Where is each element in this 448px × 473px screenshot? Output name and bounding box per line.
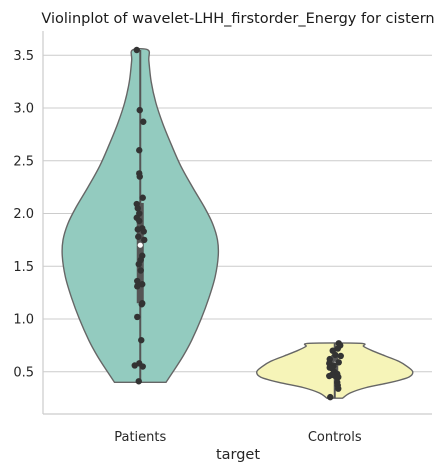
x-axis-label: target: [216, 447, 260, 463]
data-point: [337, 352, 344, 360]
data-point: [327, 393, 334, 401]
data-point: [134, 205, 141, 212]
x-tick-label: Controls: [308, 430, 362, 445]
data-point: [139, 281, 146, 288]
data-point: [133, 46, 140, 54]
data-point: [135, 260, 142, 268]
y-tick-label: 2.5: [13, 154, 34, 169]
data-point: [140, 118, 147, 125]
axes-frame: [42, 31, 432, 415]
data-point: [135, 378, 142, 385]
data-point: [335, 359, 342, 366]
x-axis-ticks: Patients Controls: [114, 430, 362, 445]
data-point: [139, 363, 146, 370]
data-point: [134, 226, 141, 233]
data-point: [335, 385, 342, 392]
y-tick-label: 1.0: [13, 313, 34, 328]
y-tick-label: 0.5: [13, 365, 34, 380]
data-point: [136, 173, 143, 180]
violins: [61, 47, 414, 399]
data-point: [141, 236, 148, 244]
strip-points: [131, 46, 344, 401]
data-point: [135, 233, 142, 240]
data-point: [139, 194, 146, 201]
data-point: [134, 313, 141, 321]
data-point: [134, 277, 141, 285]
median-marker: [137, 242, 143, 248]
data-point: [131, 362, 138, 369]
data-point: [140, 228, 147, 235]
data-point: [334, 345, 341, 352]
data-point: [136, 106, 143, 114]
data-point: [136, 217, 143, 225]
x-tick-label: Patients: [114, 430, 166, 445]
data-point: [137, 267, 144, 274]
y-tick-label: 1.5: [13, 260, 34, 275]
data-point: [335, 373, 342, 381]
iqr-box: [136, 202, 144, 304]
y-tick-label: 2.0: [13, 207, 34, 222]
data-point: [138, 336, 145, 344]
y-axis-ticks: 0.5 1.0 1.5 2.0 2.5 3.0 3.5: [13, 49, 34, 381]
data-point: [134, 283, 141, 290]
data-point: [138, 301, 145, 308]
data-point: [136, 147, 143, 154]
y-tick-label: 3.0: [13, 102, 34, 117]
data-point: [332, 351, 339, 359]
chart-title: Violinplot of wavelet-LHH_firstorder_Ene…: [41, 11, 434, 27]
data-point: [326, 372, 333, 380]
y-tick-label: 3.5: [13, 49, 34, 64]
